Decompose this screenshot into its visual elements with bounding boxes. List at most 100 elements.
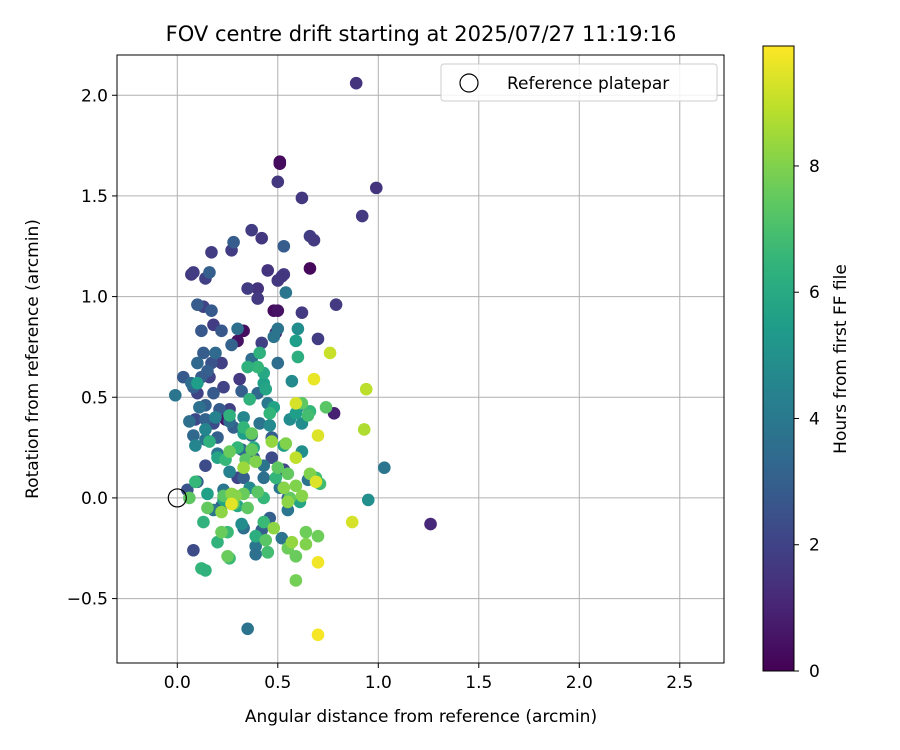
y-tick-label: 0.0: [81, 489, 108, 509]
data-point: [215, 324, 228, 338]
data-point: [378, 461, 391, 475]
data-point: [263, 407, 277, 420]
data-point: [245, 443, 258, 456]
data-point: [201, 487, 214, 501]
data-point: [205, 245, 218, 259]
data-point: [291, 322, 305, 336]
data-point: [289, 549, 303, 563]
data-point: [299, 525, 313, 539]
data-point: [269, 471, 283, 485]
data-point: [303, 262, 317, 275]
data-point: [197, 346, 210, 360]
data-point: [245, 223, 258, 237]
colorbar-tick-label: 0: [809, 662, 820, 682]
data-point: [265, 435, 279, 448]
data-point: [249, 529, 262, 543]
data-point: [187, 266, 200, 279]
data-point: [187, 543, 200, 557]
data-point: [253, 346, 267, 360]
data-point: [279, 286, 293, 299]
data-point: [195, 324, 208, 338]
data-point: [345, 515, 359, 529]
data-point: [281, 467, 295, 481]
data-point: [215, 505, 228, 519]
data-point: [289, 451, 303, 464]
data-point: [223, 465, 236, 479]
data-points: [168, 76, 437, 642]
data-point: [329, 298, 343, 311]
data-point: [319, 401, 333, 414]
data-point: [255, 231, 269, 245]
x-tick-label: 2.5: [666, 673, 693, 693]
data-point: [233, 372, 246, 386]
legend-box: [440, 63, 718, 102]
data-point: [369, 181, 383, 195]
data-point: [241, 282, 254, 295]
legend-label-reference-platepar: Reference platepar: [507, 74, 669, 94]
data-point: [301, 409, 315, 422]
data-point: [237, 471, 250, 485]
y-axis-label: Rotation from reference (arcmin): [23, 219, 43, 499]
data-point: [271, 304, 285, 317]
data-point: [265, 451, 279, 464]
data-point: [241, 501, 254, 515]
data-point: [279, 437, 293, 450]
data-point: [261, 545, 275, 559]
data-point: [253, 417, 267, 430]
data-point: [225, 338, 238, 352]
data-point: [203, 435, 216, 448]
data-point: [361, 493, 375, 507]
data-point: [285, 535, 299, 549]
colorbar-ticks: 0 2 4 6 8: [794, 157, 820, 682]
data-point: [285, 374, 299, 388]
data-point: [249, 547, 262, 561]
data-point: [261, 264, 275, 277]
colorbar-label: Hours from first FF file: [831, 264, 851, 454]
data-point: [223, 409, 236, 422]
reference-platepar-marker: [167, 488, 187, 508]
data-point: [237, 411, 250, 424]
data-point: [203, 266, 216, 279]
data-point: [199, 564, 212, 577]
data-point: [191, 356, 204, 370]
data-point: [209, 411, 222, 424]
data-point: [273, 157, 287, 171]
data-point: [197, 515, 210, 529]
data-point: [251, 360, 264, 374]
data-point: [251, 485, 264, 499]
x-axis-ticks: 0.0 0.5 1.0 1.5 2.0 2.5: [164, 663, 693, 693]
data-point: [311, 628, 325, 642]
data-point: [277, 481, 291, 495]
data-point: [183, 415, 196, 428]
data-point: [277, 239, 291, 253]
data-point: [259, 533, 273, 547]
data-point: [271, 461, 285, 475]
data-point: [359, 382, 373, 396]
colorbar-tick-label: 8: [809, 157, 820, 177]
data-point: [257, 515, 271, 529]
data-point: [207, 386, 220, 400]
x-tick-label: 0.0: [164, 673, 191, 693]
data-point: [311, 529, 325, 543]
data-point: [257, 471, 271, 485]
data-point: [241, 622, 254, 636]
data-point: [311, 556, 325, 569]
data-point: [267, 330, 281, 344]
data-point: [221, 549, 234, 563]
data-point: [349, 76, 363, 90]
data-point: [289, 396, 303, 410]
x-axis-label: Angular distance from reference (arcmin): [245, 707, 597, 727]
x-tick-label: 0.5: [264, 673, 291, 693]
data-point: [191, 298, 204, 311]
data-point: [281, 495, 295, 509]
data-point: [189, 475, 202, 489]
data-point: [217, 380, 230, 394]
data-point: [299, 537, 313, 551]
y-tick-label: 0.5: [81, 388, 108, 408]
data-point: [209, 346, 222, 360]
data-point: [251, 292, 264, 305]
data-point: [241, 360, 254, 374]
data-point: [295, 191, 309, 205]
legend-marker-open-circle: [459, 73, 479, 93]
